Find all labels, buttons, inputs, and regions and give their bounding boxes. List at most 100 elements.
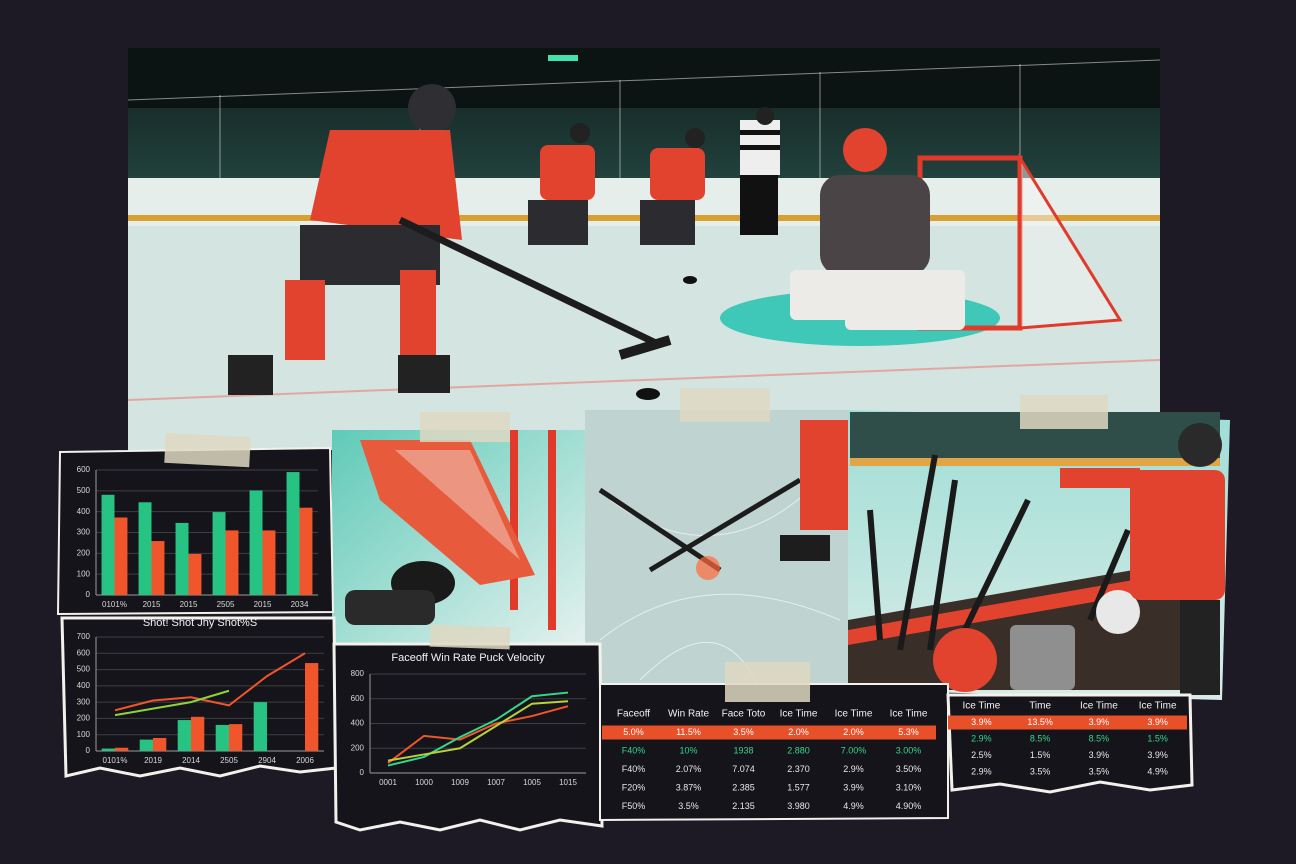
table-cell: 2.07% (676, 764, 702, 774)
bar (115, 747, 129, 751)
table-header: Ice Time (962, 701, 1000, 712)
table-header: Ice Time (1080, 701, 1118, 712)
table-cell: 1.5% (1147, 733, 1168, 743)
bench-photo-shape-shape (957, 498, 1031, 642)
main-photo-shape-shape (127, 59, 1161, 101)
bench-photo-shape (1060, 468, 1140, 488)
main-photo-shape (398, 355, 450, 393)
table-header: Ice Time (780, 709, 818, 720)
bench-photo-shape-shape (927, 479, 958, 651)
y-tick-label: 100 (77, 569, 91, 578)
row-highlight (948, 715, 1187, 730)
table-cell: 7.074 (732, 764, 755, 774)
table-header: Ice Time (835, 709, 873, 720)
table-cell: 2.5% (971, 750, 992, 760)
y-tick-label: 0 (360, 768, 365, 777)
main-photo-shape (310, 130, 462, 240)
table-cell: 3.9% (1147, 717, 1168, 727)
bench-photo-shape (850, 458, 1220, 466)
table-cell: 3.5% (1089, 766, 1110, 776)
table-cell: 4.9% (1147, 766, 1168, 776)
table-cell: 2.9% (971, 733, 992, 743)
bar (153, 737, 167, 751)
table-cell: F50% (622, 801, 646, 811)
x-tick-label: 2505 (220, 756, 238, 765)
table-cell: 5.3% (898, 727, 919, 737)
y-tick-label: 0 (86, 590, 91, 599)
bar (188, 553, 202, 595)
y-tick-label: 0 (86, 746, 91, 755)
y-tick-label: 200 (77, 714, 91, 723)
table-cell: 2.135 (732, 801, 755, 811)
y-tick-label: 500 (77, 486, 91, 495)
x-tick-label: 1005 (523, 778, 541, 787)
table-cell: 3.980 (787, 801, 810, 811)
table-header: Faceoff (617, 709, 650, 720)
x-tick-label: 2006 (296, 756, 314, 765)
bench-photo-shape-shape (867, 509, 883, 641)
table-cell: 2.0% (843, 727, 864, 737)
tape-shape (429, 624, 511, 650)
x-tick-label: 2015 (143, 600, 161, 609)
main-photo-shape (228, 355, 273, 395)
main-photo-shape (740, 175, 778, 235)
bar (249, 490, 263, 595)
main-photo-shape (400, 270, 436, 360)
table-header: Win Rate (668, 709, 710, 720)
main-photo (127, 48, 1161, 450)
y-tick-label: 800 (351, 669, 365, 678)
table-cell: 3.9% (1089, 750, 1110, 760)
table-cell: 5.0% (623, 727, 644, 737)
table-cell: 11.5% (676, 727, 701, 737)
table-cell: 3.9% (843, 782, 864, 792)
bench-photo-shape-shape (897, 454, 938, 651)
stick-photo-shape (696, 556, 720, 580)
main-photo-shape (285, 280, 325, 360)
bar (114, 517, 128, 595)
bench-photo-shape (1130, 470, 1225, 600)
main-photo-shape (740, 130, 780, 135)
bench-photo (848, 410, 1230, 700)
paper-panels-shape (60, 616, 338, 778)
y-tick-label: 600 (77, 465, 91, 474)
x-tick-label: 2015 (180, 600, 198, 609)
chart-title: Faceoff Win Rate Puck Velocity (391, 652, 545, 664)
line-series (114, 652, 306, 712)
table-header: Ice Time (890, 709, 928, 720)
main-photo-shape (618, 335, 672, 360)
bar (253, 702, 267, 751)
tape-shape (725, 662, 810, 702)
table-header: Ice Time (1139, 701, 1177, 712)
table-cell: F20% (622, 782, 646, 792)
bar (138, 502, 152, 595)
main-photo-shape (650, 148, 705, 200)
x-tick-label: 0101% (102, 600, 127, 609)
main-photo-shape (636, 388, 660, 400)
line-series (387, 700, 569, 762)
main-photo-shape (640, 200, 695, 245)
table-cell: F40% (622, 745, 646, 755)
stick-photo-shape (648, 477, 802, 573)
table-cell: 2.370 (787, 764, 810, 774)
table-cell: F40% (622, 764, 646, 774)
y-tick-label: 100 (77, 730, 91, 739)
bar (177, 720, 191, 751)
bar (215, 724, 229, 751)
bench-photo-shape-shape (1087, 528, 1131, 622)
main-photo-shape (756, 107, 774, 125)
bar (175, 522, 189, 595)
table-cell: 10% (679, 745, 697, 755)
goalie-photo-shape (510, 430, 518, 610)
goalie-photo-shape (345, 590, 435, 625)
bar (262, 530, 276, 595)
table-cell: 3.87% (676, 782, 702, 792)
line-series (114, 689, 230, 717)
table-cell: 13.5% (1027, 717, 1053, 727)
table-cell: 2.385 (732, 782, 755, 792)
x-tick-label: 2015 (254, 600, 272, 609)
table-cell: 1.577 (787, 782, 810, 792)
y-tick-label: 500 (77, 665, 91, 674)
main-photo-shape (820, 175, 930, 275)
tape-shape (1020, 395, 1108, 429)
